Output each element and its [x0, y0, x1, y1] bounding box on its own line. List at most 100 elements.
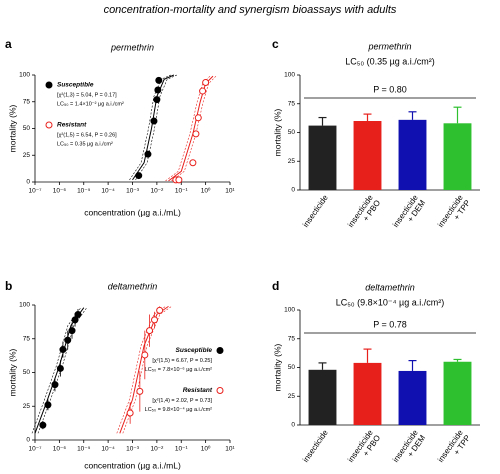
legend-marker [216, 387, 224, 394]
data-point [175, 176, 183, 184]
legend-label: Resistant [57, 122, 87, 129]
panel-subtitle: LC₅₀ (9.8×10⁻⁴ µg a.i./cm²) [336, 297, 444, 307]
legend-marker [45, 81, 53, 89]
data-point [155, 76, 163, 84]
x-tick-label: 10⁻² [150, 446, 164, 453]
x-tick-label: 10⁻⁶ [53, 446, 67, 453]
bar [443, 361, 472, 425]
y-tick-label: 75 [23, 98, 31, 105]
data-point [59, 346, 67, 354]
fit-band [129, 74, 172, 181]
y-tick-label: 25 [288, 393, 296, 400]
data-point [202, 78, 210, 86]
data-point [136, 387, 144, 395]
y-axis-label: mortality (%) [7, 104, 17, 152]
x-tick-label: 10⁰ [201, 445, 211, 453]
data-point [151, 316, 159, 324]
lc50-label: LC₅₀ = 9.8×10⁻⁴ µg a.i./cm² [145, 406, 213, 413]
panel-letter: c [272, 37, 279, 51]
y-tick-label: 50 [23, 369, 31, 376]
x-tick-label: 10⁻⁷ [28, 446, 42, 453]
category-label: insecticide+ DEM [391, 193, 427, 229]
x-tick-label: 10⁻⁴ [101, 188, 115, 195]
lc50-label: LC₅₀ = 1.4×10⁻² µg a.i./cm² [57, 101, 124, 107]
x-tick-label: 10⁰ [201, 187, 211, 195]
y-tick-label: 0 [291, 187, 295, 194]
legend-marker [216, 347, 224, 354]
y-axis-label: mortality (%) [272, 343, 282, 391]
data-point [44, 401, 52, 409]
x-tick-label: 10⁻³ [126, 446, 140, 453]
stats-label: [χ²(1,5) = 6.54, P = 0.26] [57, 132, 117, 138]
category-label: insecticide [301, 193, 330, 229]
y-tick-label: 75 [23, 335, 31, 342]
data-point [194, 114, 202, 122]
data-point [192, 130, 200, 138]
category-label: insecticide+ PBO [346, 428, 382, 464]
y-tick-label: 0 [26, 437, 30, 444]
bar [398, 119, 427, 190]
stats-label: [χ²(1,5) = 6.67, P = 0.25] [152, 358, 212, 364]
lc50-label: LC₅₀ = 0.35 µg a.i./cm² [57, 141, 113, 147]
category-label: insecticide+ PBO [346, 193, 382, 229]
figure-title: concentration-mortality and synergism bi… [104, 4, 397, 16]
y-tick-label: 75 [288, 100, 296, 107]
bar [353, 362, 382, 425]
data-point [156, 306, 164, 314]
panel-title: deltamethrin [108, 281, 158, 291]
p-value: P = 0.80 [373, 84, 407, 94]
data-point [189, 159, 197, 167]
x-tick-label: 10⁻¹ [175, 446, 189, 453]
y-tick-label: 100 [284, 72, 295, 79]
y-tick-label: 100 [284, 307, 295, 314]
p-value: P = 0.78 [373, 319, 407, 329]
y-axis-label: mortality (%) [272, 108, 282, 156]
data-point [141, 351, 149, 359]
fit-line [132, 74, 175, 181]
y-tick-label: 0 [291, 422, 295, 429]
fit-band [135, 74, 178, 181]
data-point [144, 150, 152, 158]
data-point [135, 172, 143, 180]
fit-band [122, 306, 172, 434]
data-point [39, 421, 47, 429]
data-point [74, 310, 82, 318]
y-tick-label: 50 [288, 129, 296, 136]
y-tick-label: 100 [19, 72, 30, 79]
bar [443, 123, 472, 190]
y-axis-label: mortality (%) [7, 348, 17, 396]
x-tick-label: insecticide [301, 193, 330, 229]
bar [353, 121, 382, 190]
x-axis-label: concentration (µg a.i./mL) [84, 460, 181, 470]
data-point [150, 117, 158, 125]
x-tick-label: 10⁻⁵ [77, 446, 91, 453]
panel-title: deltamethrin [365, 282, 415, 292]
data-point [146, 327, 154, 335]
legend-label: Resistant [183, 387, 213, 394]
x-tick-label: insecticide [301, 428, 330, 464]
y-tick-label: 25 [23, 152, 31, 159]
x-tick-label: 10⁻¹ [175, 188, 189, 195]
y-tick-label: 0 [26, 179, 30, 186]
y-tick-label: 25 [23, 403, 31, 410]
x-tick-label: 10⁻⁴ [101, 446, 115, 453]
data-point [56, 364, 64, 372]
x-tick-label: 10¹ [225, 188, 235, 195]
y-tick-label: 100 [19, 302, 30, 309]
legend-label: Susceptible [176, 347, 213, 354]
data-point [68, 327, 76, 335]
x-tick-label: 10⁻² [150, 188, 164, 195]
panel-letter: d [272, 279, 279, 293]
panel-letter: a [5, 37, 12, 51]
stats-label: [χ²(1,3) = 5.04, P = 0.17] [57, 92, 117, 98]
data-point [154, 86, 162, 94]
data-point [153, 96, 161, 104]
x-tick-label: 10⁻⁷ [28, 188, 42, 195]
panel-title: permethrin [367, 41, 411, 51]
fit-band [31, 307, 82, 434]
category-label: insecticide [301, 428, 330, 464]
data-point [64, 336, 72, 344]
legend-label: Susceptible [57, 82, 94, 89]
category-label: insecticide+ TPP [436, 193, 472, 229]
